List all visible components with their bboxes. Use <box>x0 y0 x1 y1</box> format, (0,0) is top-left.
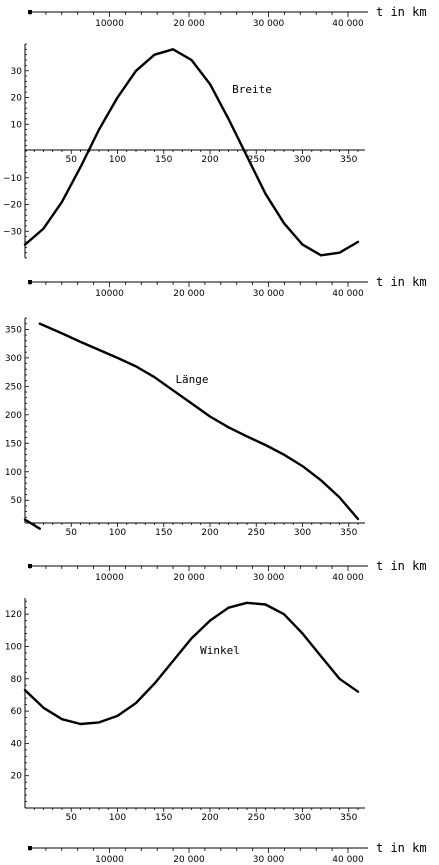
x-tick-label: 350 <box>340 528 357 538</box>
curve-label: Winkel <box>200 644 240 657</box>
y-tick-label: 120 <box>5 610 22 620</box>
y-tick-label: 40 <box>11 739 23 749</box>
y-tick-label: 350 <box>5 325 22 335</box>
distance-ruler: 10000 20 000 30 000 40 000 t in km <box>28 841 427 865</box>
plot-panel: 50 100 150 200 250 300 350 50 100 150 200 250 300 350… <box>5 317 365 538</box>
distance-axis-title: t in km <box>376 841 427 855</box>
distance-tick-label: 40 000 <box>332 573 364 583</box>
x-tick-label: 200 <box>201 155 218 165</box>
distance-tick-label: 20 000 <box>173 19 205 29</box>
x-tick-label: 350 <box>340 813 357 823</box>
y-tick-label: −20 <box>3 201 22 211</box>
y-tick-label: −10 <box>3 174 22 184</box>
y-tick-label: 100 <box>5 468 22 478</box>
distance-tick-label: 30 000 <box>253 19 285 29</box>
distance-tick-label: 30 000 <box>253 289 285 299</box>
distance-tick-label: 40 000 <box>332 289 364 299</box>
distance-tick-label: 30 000 <box>253 855 285 865</box>
x-tick-label: 150 <box>155 155 172 165</box>
series-line <box>23 518 41 530</box>
y-tick-label: 200 <box>5 411 22 421</box>
distance-tick-label: 10000 <box>95 19 124 29</box>
distance-tick-label: 10000 <box>95 573 124 583</box>
distance-ruler: 10000 20 000 30 000 40 000 t in km <box>28 5 427 29</box>
x-tick-label: 350 <box>340 155 357 165</box>
x-tick-label: 300 <box>294 155 311 165</box>
distance-tick-label: 40 000 <box>332 19 364 29</box>
curve-label: Länge <box>175 373 208 386</box>
x-tick-label: 50 <box>66 813 78 823</box>
x-tick-label: 150 <box>155 813 172 823</box>
distance-axis-title: t in km <box>376 5 427 19</box>
x-tick-label: 50 <box>66 155 78 165</box>
y-tick-label: 20 <box>11 772 23 782</box>
distance-ruler: 10000 20 000 30 000 40 000 t in km <box>28 559 427 583</box>
x-tick-label: 100 <box>109 155 126 165</box>
distance-tick-label: 10000 <box>95 289 124 299</box>
x-tick-label: 250 <box>248 813 265 823</box>
plot-panel: 50 100 150 200 250 300 350 20 40 60 80 100 120 Winkel <box>5 598 365 823</box>
y-tick-label: 50 <box>11 496 23 506</box>
curve-label: Breite <box>232 83 272 96</box>
distance-tick-label: 40 000 <box>332 855 364 865</box>
x-tick-label: 100 <box>109 813 126 823</box>
x-tick-label: 300 <box>294 813 311 823</box>
y-tick-label: 150 <box>5 439 22 449</box>
distance-axis-title: t in km <box>376 559 427 573</box>
distance-ruler: 10000 20 000 30 000 40 000 t in km <box>28 275 427 299</box>
y-tick-label: 100 <box>5 642 22 652</box>
series-line <box>38 322 360 521</box>
x-tick-label: 150 <box>155 528 172 538</box>
x-tick-label: 250 <box>248 528 265 538</box>
x-tick-label: 250 <box>248 155 265 165</box>
x-tick-label: 300 <box>294 528 311 538</box>
y-tick-label: 10 <box>11 120 23 130</box>
series-line <box>23 601 360 726</box>
distance-axis-title: t in km <box>376 275 427 289</box>
distance-tick-label: 20 000 <box>173 855 205 865</box>
x-tick-label: 50 <box>66 528 78 538</box>
x-tick-label: 100 <box>109 528 126 538</box>
series-line <box>23 48 360 257</box>
y-tick-label: 20 <box>11 94 23 104</box>
plot-panel: 50 100 150 200 250 300 350 −30 −20 −10 10 20 30 Breit… <box>3 43 365 259</box>
y-tick-label: 60 <box>11 707 23 717</box>
y-tick-label: 250 <box>5 382 22 392</box>
x-tick-label: 200 <box>201 813 218 823</box>
distance-tick-label: 30 000 <box>253 573 285 583</box>
distance-tick-label: 20 000 <box>173 289 205 299</box>
y-tick-label: 300 <box>5 354 22 364</box>
y-tick-label: 80 <box>11 675 23 685</box>
distance-tick-label: 20 000 <box>173 573 205 583</box>
x-tick-label: 200 <box>201 528 218 538</box>
y-tick-label: 30 <box>11 67 23 77</box>
distance-tick-label: 10000 <box>95 855 124 865</box>
y-tick-label: −30 <box>3 227 22 237</box>
